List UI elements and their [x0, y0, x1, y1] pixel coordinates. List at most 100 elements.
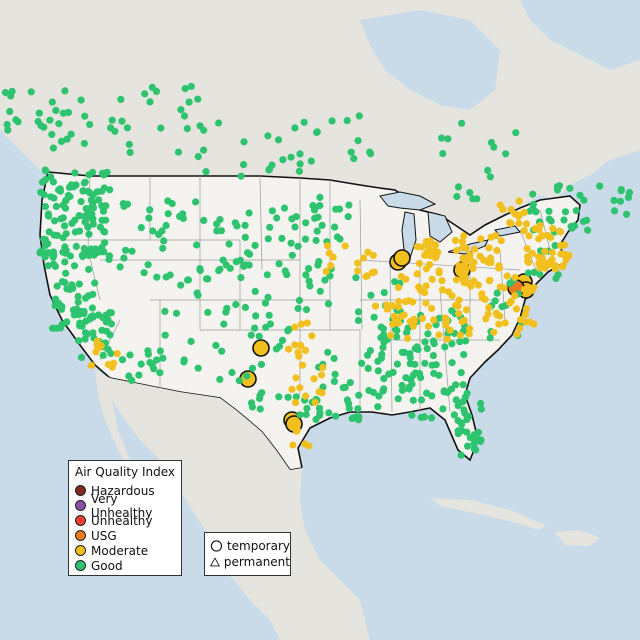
- monitor-dot: [316, 409, 324, 417]
- monitor-dot: [470, 258, 478, 266]
- monitor-dot: [297, 341, 305, 349]
- monitor-dot: [418, 314, 426, 323]
- monitor-dot: [610, 207, 619, 215]
- monitor-dot: [200, 146, 208, 154]
- monitor-dot: [155, 230, 163, 238]
- monitor-dot: [492, 232, 500, 240]
- monitor-dot: [401, 298, 410, 306]
- monitor-dot: [459, 398, 467, 406]
- monitor-dot: [82, 213, 90, 221]
- monitor-dot: [457, 451, 465, 459]
- temporary-monitor-marker: [393, 249, 411, 267]
- monitor-dot: [162, 221, 170, 230]
- monitor-dot: [528, 286, 536, 295]
- monitor-dot: [37, 247, 46, 255]
- legend-temporary-label: temporary: [226, 539, 290, 553]
- monitor-dot: [328, 117, 336, 125]
- monitor-dot: [59, 201, 67, 209]
- monitor-dot: [137, 224, 145, 232]
- monitor-dot: [200, 216, 208, 224]
- monitor-dot: [477, 405, 485, 413]
- monitor-dot: [452, 381, 460, 389]
- monitor-dot: [493, 311, 501, 319]
- monitor-dot: [529, 190, 537, 198]
- monitor-dot: [193, 241, 201, 249]
- monitor-dot: [512, 129, 520, 137]
- monitor-dot: [448, 359, 456, 367]
- monitor-dot: [305, 265, 313, 273]
- monitor-dot: [463, 428, 471, 436]
- monitor-dot: [293, 420, 301, 428]
- monitor-dot: [576, 191, 584, 199]
- monitor-dot: [380, 338, 388, 346]
- monitor-dot: [63, 285, 71, 293]
- monitor-dot: [431, 241, 439, 249]
- monitor-dot: [91, 279, 99, 287]
- monitor-dot: [316, 202, 324, 210]
- monitor-dot: [520, 227, 528, 235]
- legend-swatch: [75, 500, 86, 511]
- monitor-dot: [452, 396, 460, 404]
- monitor-dot: [217, 227, 225, 235]
- monitor-dot: [302, 392, 310, 400]
- monitor-dot: [70, 311, 78, 319]
- monitor-dot: [287, 239, 295, 247]
- monitor-dot: [194, 291, 202, 299]
- legend-temporary-row: temporary: [205, 538, 290, 554]
- monitor-dot: [301, 235, 310, 243]
- monitor-dot: [48, 130, 56, 139]
- monitor-dot: [325, 409, 333, 417]
- monitor-dot: [291, 124, 299, 132]
- state-border-line: [359, 259, 521, 271]
- monitor-dot: [185, 98, 193, 106]
- monitor-dot: [232, 300, 240, 309]
- monitor-dot: [94, 344, 103, 352]
- monitor-dot: [141, 90, 149, 98]
- monitor-dot: [441, 314, 449, 322]
- monitor-dot: [98, 243, 106, 252]
- monitor-dot: [554, 271, 562, 279]
- legend-item-very-unhealthy: Very Unhealthy: [69, 492, 181, 520]
- monitor-dot: [99, 314, 107, 322]
- monitor-dot: [316, 287, 324, 295]
- monitor-dot: [522, 220, 531, 228]
- legend-item-moderate: Moderate: [69, 543, 181, 558]
- monitor-dot: [421, 289, 429, 297]
- monitor-dot: [439, 150, 447, 158]
- monitor-dot: [486, 173, 494, 181]
- monitor-dot: [493, 246, 501, 255]
- monitor-dot: [497, 237, 505, 245]
- monitor-dot: [240, 262, 248, 270]
- monitor-dot: [67, 130, 75, 138]
- monitor-dot: [452, 276, 460, 284]
- monitor-dot: [485, 304, 493, 312]
- monitor-dot: [315, 258, 323, 266]
- temporary-monitor-marker: [252, 339, 270, 357]
- legend-label: USG: [91, 528, 117, 543]
- monitor-dot: [146, 206, 154, 214]
- monitor-dot: [44, 262, 52, 270]
- monitor-dot: [610, 196, 618, 204]
- monitor-dot: [498, 303, 506, 311]
- monitor-dot: [322, 267, 330, 275]
- monitor-dot: [534, 253, 543, 261]
- monitor-dot: [89, 199, 97, 207]
- monitor-dot: [467, 282, 475, 290]
- monitor-dot: [458, 238, 466, 246]
- monitor-dot: [354, 308, 363, 316]
- monitor-dot: [515, 197, 523, 205]
- monitor-dot: [541, 247, 549, 255]
- legend-item-hazardous: Hazardous: [69, 483, 181, 498]
- monitor-dot: [345, 201, 353, 209]
- monitor-dot: [85, 230, 93, 238]
- monitor-dot: [312, 236, 320, 245]
- monitor-dot: [187, 82, 195, 90]
- monitor-dot: [164, 197, 172, 205]
- monitor-dot: [459, 381, 467, 389]
- monitor-dot: [62, 230, 70, 238]
- legend-swatch: [75, 515, 86, 526]
- monitor-dot: [478, 290, 486, 298]
- state-border-line: [259, 175, 263, 271]
- monitor-dot: [538, 232, 547, 240]
- monitor-dot: [237, 172, 245, 180]
